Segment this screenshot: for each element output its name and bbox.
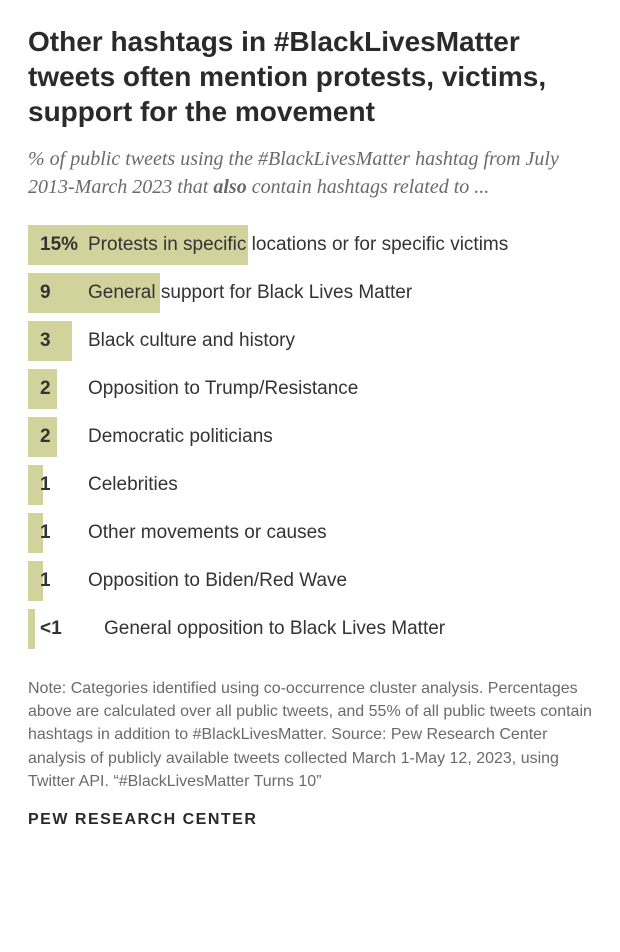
attribution: PEW RESEARCH CENTER bbox=[28, 811, 592, 829]
bar-label: General opposition to Black Lives Matter bbox=[104, 618, 445, 640]
bar-row: <1 General opposition to Black Lives Matt… bbox=[28, 609, 592, 649]
bar-label: Opposition to Trump/Resistance bbox=[88, 378, 358, 400]
bar-label: General support for Black Lives Matter bbox=[88, 282, 412, 304]
bar-row: 1 Other movements or causes bbox=[28, 513, 592, 553]
bar-value: 3 bbox=[40, 330, 51, 352]
bar-row: 3 Black culture and history bbox=[28, 321, 592, 361]
bar-row: 9 General support for Black Lives Matter bbox=[28, 273, 592, 313]
bar-label: Protests in specific locations or for sp… bbox=[88, 234, 508, 256]
bar-label: Opposition to Biden/Red Wave bbox=[88, 570, 347, 592]
bar-label: Democratic politicians bbox=[88, 426, 273, 448]
bar-value: <1 bbox=[40, 618, 62, 640]
bar-value: 2 bbox=[40, 378, 51, 400]
bar-value: 1 bbox=[40, 570, 51, 592]
bar-value: 1 bbox=[40, 474, 51, 496]
bar-chart: 15% Protests in specific locations or for… bbox=[28, 225, 592, 649]
bar-row: 15% Protests in specific locations or for… bbox=[28, 225, 592, 265]
bar-label: Black culture and history bbox=[88, 330, 295, 352]
subtitle-bold: also bbox=[213, 176, 246, 198]
chart-title: Other hashtags in #BlackLivesMatter twee… bbox=[28, 24, 592, 129]
chart-subtitle: % of public tweets using the #BlackLives… bbox=[28, 145, 592, 201]
bar-label: Other movements or causes bbox=[88, 522, 327, 544]
bar-value: 1 bbox=[40, 522, 51, 544]
bar-row: 1 Celebrities bbox=[28, 465, 592, 505]
bar-row: 2 Opposition to Trump/Resistance bbox=[28, 369, 592, 409]
chart-note: Note: Categories identified using co-occ… bbox=[28, 677, 592, 793]
bar-value: 9 bbox=[40, 282, 51, 304]
bar-value: 2 bbox=[40, 426, 51, 448]
subtitle-suffix: contain hashtags related to ... bbox=[247, 176, 490, 198]
bar-label: Celebrities bbox=[88, 474, 178, 496]
bar-row: 1 Opposition to Biden/Red Wave bbox=[28, 561, 592, 601]
bar-value: 15% bbox=[40, 234, 78, 256]
bar-fill bbox=[28, 609, 35, 649]
bar-row: 2 Democratic politicians bbox=[28, 417, 592, 457]
